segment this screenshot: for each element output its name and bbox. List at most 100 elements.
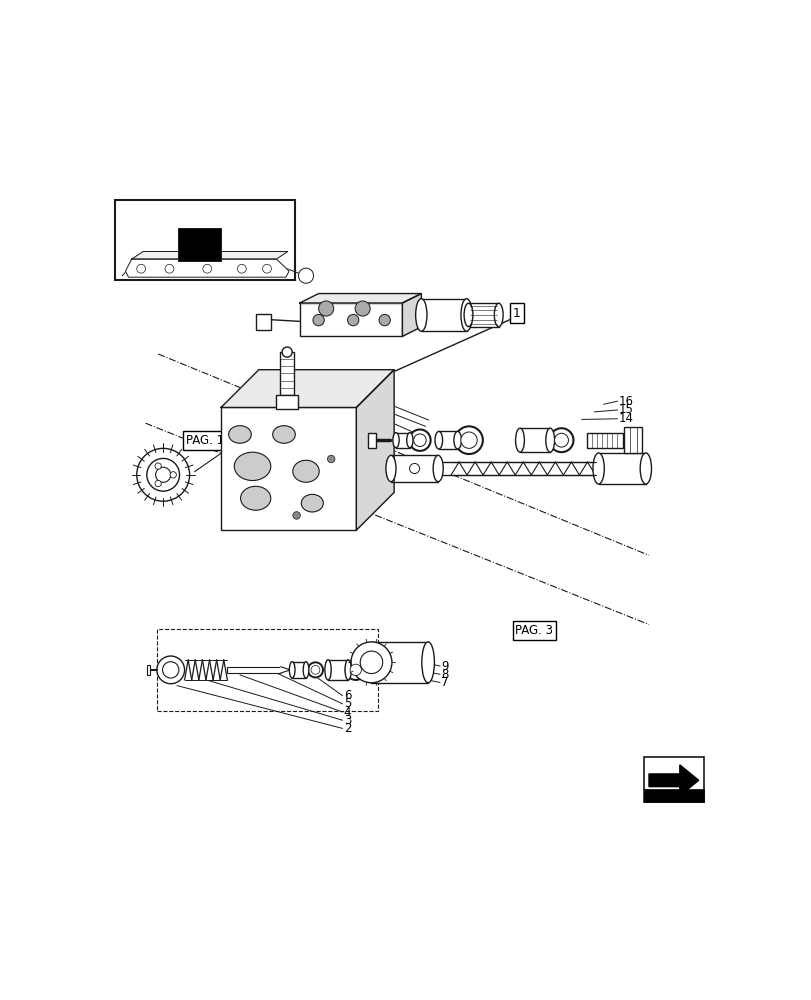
Text: 10: 10 [367, 413, 382, 426]
Bar [624, 427, 642, 453]
Circle shape [162, 662, 178, 678]
Ellipse shape [461, 299, 472, 331]
Circle shape [318, 301, 333, 316]
Polygon shape [648, 765, 697, 796]
Circle shape [156, 467, 170, 482]
Bar [221, 407, 356, 530]
Circle shape [312, 314, 324, 326]
Circle shape [379, 314, 390, 326]
Polygon shape [125, 259, 289, 277]
Polygon shape [299, 294, 421, 303]
Ellipse shape [464, 303, 472, 327]
Ellipse shape [494, 303, 503, 327]
Ellipse shape [234, 452, 270, 481]
Circle shape [554, 433, 568, 447]
Ellipse shape [515, 428, 524, 452]
Ellipse shape [345, 660, 351, 680]
Circle shape [165, 264, 174, 273]
Circle shape [155, 463, 161, 469]
Ellipse shape [303, 662, 308, 678]
Circle shape [350, 642, 392, 683]
Circle shape [354, 301, 370, 316]
Circle shape [455, 426, 483, 454]
Text: 9: 9 [441, 660, 448, 673]
Circle shape [347, 314, 358, 326]
Ellipse shape [289, 662, 294, 678]
Circle shape [298, 268, 313, 283]
Circle shape [262, 264, 271, 273]
Polygon shape [221, 370, 393, 407]
Text: 15: 15 [618, 403, 633, 416]
Bar [598, 453, 645, 484]
Text: 3: 3 [343, 714, 350, 727]
Bar [643, 757, 703, 802]
Polygon shape [402, 294, 421, 336]
Ellipse shape [545, 428, 554, 452]
Text: 8: 8 [441, 668, 448, 681]
Circle shape [203, 264, 212, 273]
Ellipse shape [592, 453, 603, 484]
Bar [147, 665, 150, 675]
Circle shape [307, 662, 323, 677]
Circle shape [311, 665, 320, 674]
Bar [280, 352, 294, 395]
Text: 16: 16 [618, 395, 633, 408]
Text: 4: 4 [343, 706, 351, 719]
Bar [391, 455, 438, 482]
Bar [227, 667, 281, 673]
Ellipse shape [229, 426, 251, 443]
Circle shape [327, 455, 335, 463]
Circle shape [169, 472, 176, 478]
Bar [178, 228, 221, 261]
Circle shape [136, 264, 145, 273]
Ellipse shape [293, 460, 319, 482]
Text: 12: 12 [367, 397, 382, 410]
Polygon shape [131, 252, 287, 259]
Text: 7: 7 [441, 676, 448, 689]
Text: PAG. 3: PAG. 3 [515, 624, 553, 637]
Text: 11: 11 [367, 405, 382, 418]
Polygon shape [356, 370, 393, 530]
Circle shape [350, 664, 361, 676]
Text: 5: 5 [343, 697, 350, 710]
Circle shape [136, 448, 190, 501]
Bar [157, 629, 378, 711]
Bar [643, 789, 703, 802]
Ellipse shape [324, 660, 331, 680]
Circle shape [409, 463, 419, 474]
Bar [468, 303, 498, 327]
Ellipse shape [406, 433, 413, 448]
Bar [276, 395, 298, 409]
Polygon shape [281, 667, 290, 673]
Ellipse shape [432, 455, 443, 482]
Ellipse shape [385, 455, 396, 482]
Bar [586, 433, 622, 448]
Text: 6: 6 [343, 689, 351, 702]
Circle shape [147, 458, 179, 491]
Bar [371, 642, 427, 683]
Bar [292, 662, 306, 678]
Bar [438, 462, 598, 475]
Bar [255, 314, 271, 330]
Text: 14: 14 [618, 412, 633, 425]
Circle shape [360, 651, 382, 674]
Text: 2: 2 [343, 722, 351, 735]
Bar [421, 299, 466, 331]
Circle shape [409, 429, 430, 451]
Ellipse shape [435, 431, 442, 449]
Bar [299, 303, 402, 336]
Ellipse shape [639, 453, 650, 484]
Circle shape [237, 264, 246, 273]
Ellipse shape [240, 486, 270, 510]
Ellipse shape [421, 642, 434, 683]
Circle shape [413, 434, 426, 446]
Bar [115, 200, 294, 280]
Ellipse shape [453, 431, 461, 449]
Circle shape [293, 512, 300, 519]
Text: 13: 13 [367, 388, 382, 401]
Circle shape [549, 428, 573, 452]
Bar [438, 431, 457, 449]
Circle shape [281, 347, 292, 357]
Circle shape [155, 480, 161, 487]
Bar [396, 433, 410, 448]
